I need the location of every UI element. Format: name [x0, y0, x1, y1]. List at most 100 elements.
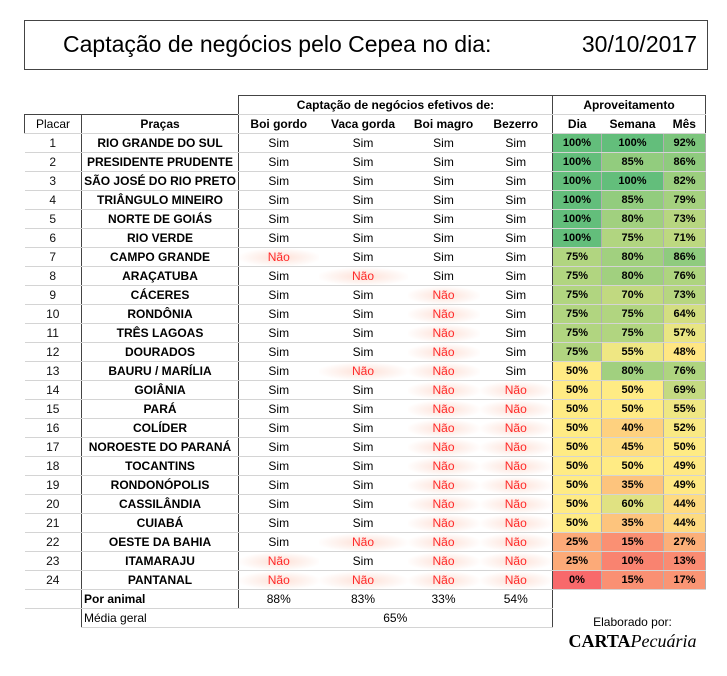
praca-cell: ARAÇATUBA [81, 266, 239, 286]
table-row: 4 TRIÂNGULO MINEIRO Sim Sim Sim Sim 100% 85% 79% [24, 190, 706, 210]
praca-cell: PARÁ [81, 399, 239, 419]
semana-pct-cell: 75% [601, 304, 664, 324]
dia-pct-cell: 50% [552, 456, 602, 476]
semana-pct-cell: 100% [601, 171, 664, 191]
table-row: 16 COLÍDER Sim Sim Não Não 50% 40% 52% [24, 418, 706, 438]
logo-sub-text: Pecuária [630, 631, 697, 651]
boi-gordo-cell: Sim [238, 513, 319, 533]
group-aproveitamento-header: Aproveitamento [552, 95, 706, 115]
semana-pct-cell: 80% [601, 247, 664, 267]
semana-pct-cell: 100% [601, 133, 664, 153]
boi-magro-cell: Não [407, 532, 480, 552]
praca-cell: RONDÔNIA [81, 304, 239, 324]
placar-cell: 19 [24, 475, 82, 495]
boi-magro-cell: Sim [407, 190, 480, 210]
placar-cell: 21 [24, 513, 82, 533]
vaca-gorda-cell: Sim [318, 513, 408, 533]
dia-pct-cell: 100% [552, 228, 602, 248]
praca-cell: BAURU / MARÍLIA [81, 361, 239, 381]
table-row: 15 PARÁ Sim Sim Não Não 50% 50% 55% [24, 399, 706, 419]
boi-gordo-cell: Sim [238, 494, 319, 514]
boi-gordo-cell: Sim [238, 399, 319, 419]
boi-magro-cell: Não [407, 380, 480, 400]
vaca-gorda-cell: Sim [318, 323, 408, 343]
praca-cell: PRESIDENTE PRUDENTE [81, 152, 239, 172]
mes-pct-cell: 73% [663, 285, 706, 305]
bezerro-cell: Não [479, 551, 553, 571]
table-row: 11 TRÊS LAGOAS Sim Sim Não Sim 75% 75% 57% [24, 323, 706, 343]
bezerro-cell: Não [479, 494, 553, 514]
semana-pct-cell: 70% [601, 285, 664, 305]
column-header-row: Placar Praças Boi gordo Vaca gorda Boi m… [24, 114, 706, 134]
boi-gordo-cell: Sim [238, 285, 319, 305]
media-geral-value: 65% [238, 608, 553, 628]
semana-pct-cell: 80% [601, 209, 664, 229]
mes-pct-cell: 86% [663, 247, 706, 267]
boi-gordo-cell: Não [238, 551, 319, 571]
credit-label: Elaborado por: [593, 615, 672, 629]
col-dia-header: Dia [552, 114, 602, 134]
boi-magro-cell: Não [407, 494, 480, 514]
boi-gordo-cell: Sim [238, 456, 319, 476]
dia-pct-cell: 75% [552, 304, 602, 324]
por-animal-boi-magro: 33% [407, 589, 480, 609]
placar-cell: 24 [24, 570, 82, 590]
boi-gordo-cell: Não [238, 247, 319, 267]
vaca-gorda-cell: Sim [318, 342, 408, 362]
praca-cell: NOROESTE DO PARANÁ [81, 437, 239, 457]
praca-cell: CAMPO GRANDE [81, 247, 239, 267]
placar-cell: 11 [24, 323, 82, 343]
semana-pct-cell: 60% [601, 494, 664, 514]
mes-pct-cell: 49% [663, 456, 706, 476]
mes-pct-cell: 13% [663, 551, 706, 571]
carta-pecuaria-logo: CARTAPecuária [555, 631, 710, 652]
table-row: 19 RONDONÓPOLIS Sim Sim Não Não 50% 35% 49% [24, 475, 706, 495]
dia-pct-cell: 75% [552, 342, 602, 362]
mes-pct-cell: 57% [663, 323, 706, 343]
por-animal-label: Por animal [81, 589, 239, 609]
praca-cell: RIO VERDE [81, 228, 239, 248]
table-row: 10 RONDÔNIA Sim Sim Não Sim 75% 75% 64% [24, 304, 706, 324]
placar-cell: 4 [24, 190, 82, 210]
bezerro-cell: Sim [479, 171, 553, 191]
vaca-gorda-cell: Sim [318, 133, 408, 153]
dia-pct-cell: 100% [552, 152, 602, 172]
semana-pct-cell: 15% [601, 570, 664, 590]
semana-pct-cell: 50% [601, 456, 664, 476]
vaca-gorda-cell: Sim [318, 380, 408, 400]
col-bezerro-header: Bezerro [479, 114, 553, 134]
boi-gordo-cell: Sim [238, 342, 319, 362]
boi-magro-cell: Sim [407, 266, 480, 286]
mes-pct-cell: 86% [663, 152, 706, 172]
bezerro-cell: Sim [479, 323, 553, 343]
boi-gordo-cell: Sim [238, 475, 319, 495]
mes-pct-cell: 48% [663, 342, 706, 362]
semana-pct-cell: 75% [601, 323, 664, 343]
boi-magro-cell: Não [407, 361, 480, 381]
col-pracas-header: Praças [81, 114, 239, 134]
semana-pct-cell: 85% [601, 152, 664, 172]
vaca-gorda-cell: Não [318, 361, 408, 381]
table-row: 18 TOCANTINS Sim Sim Não Não 50% 50% 49% [24, 456, 706, 476]
praca-cell: RIO GRANDE DO SUL [81, 133, 239, 153]
bezerro-cell: Sim [479, 209, 553, 229]
table-row: 8 ARAÇATUBA Sim Não Sim Sim 75% 80% 76% [24, 266, 706, 286]
mes-pct-cell: 50% [663, 437, 706, 457]
mes-pct-cell: 79% [663, 190, 706, 210]
boi-magro-cell: Não [407, 551, 480, 571]
bezerro-cell: Não [479, 399, 553, 419]
praca-cell: NORTE DE GOIÁS [81, 209, 239, 229]
boi-magro-cell: Não [407, 342, 480, 362]
semana-pct-cell: 15% [601, 532, 664, 552]
boi-magro-cell: Sim [407, 171, 480, 191]
table-row: 14 GOIÂNIA Sim Sim Não Não 50% 50% 69% [24, 380, 706, 400]
semana-pct-cell: 50% [601, 399, 664, 419]
table-body: 1 RIO GRANDE DO SUL Sim Sim Sim Sim 100% 100% 92… [24, 133, 706, 590]
title-bar: Captação de negócios pelo Cepea no dia: … [24, 20, 708, 70]
praca-cell: COLÍDER [81, 418, 239, 438]
vaca-gorda-cell: Sim [318, 456, 408, 476]
semana-pct-cell: 80% [601, 266, 664, 286]
placar-cell: 22 [24, 532, 82, 552]
praca-cell: CUIABÁ [81, 513, 239, 533]
vaca-gorda-cell: Sim [318, 551, 408, 571]
